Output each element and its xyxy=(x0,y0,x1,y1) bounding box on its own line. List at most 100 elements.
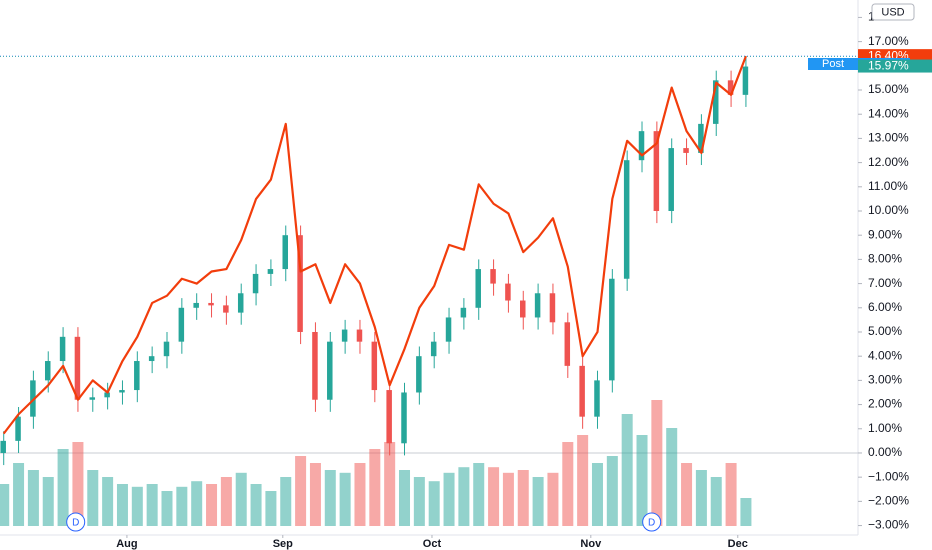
candle-body xyxy=(490,269,496,284)
y-tick-label: 12.00% xyxy=(868,155,909,169)
candle-body xyxy=(505,283,511,301)
candle-body xyxy=(252,273,259,294)
candle-body xyxy=(416,356,422,393)
volume-bar xyxy=(443,472,455,526)
volume-bar xyxy=(488,467,500,526)
volume-bar xyxy=(295,456,307,526)
y-tick-label: 10.00% xyxy=(868,203,909,217)
volume-bar xyxy=(309,463,321,526)
volume-bar xyxy=(116,484,128,526)
comparison-line xyxy=(2,55,747,435)
candle-body xyxy=(698,123,704,153)
y-tick-label: 13.00% xyxy=(868,131,909,145)
dividend-marker xyxy=(642,512,662,532)
candle-body xyxy=(564,322,571,366)
volume-bar xyxy=(102,477,114,526)
candle-body xyxy=(638,131,645,161)
volume-bar xyxy=(740,498,752,526)
volume-bar xyxy=(220,477,232,526)
candle-body xyxy=(30,380,36,417)
volume-bar xyxy=(250,484,262,526)
candle-body xyxy=(178,307,185,342)
volume-bar xyxy=(458,467,470,526)
dividend-marker xyxy=(66,512,86,532)
volume-bar xyxy=(473,463,485,526)
volume-bar xyxy=(87,470,99,526)
candle-body xyxy=(668,148,674,211)
volume-bar xyxy=(399,470,411,526)
volume-bar xyxy=(517,470,529,526)
candle-body xyxy=(430,341,437,357)
volume-bar xyxy=(547,472,559,526)
post-label: Post xyxy=(822,58,844,70)
candle-body xyxy=(594,380,600,417)
currency-label: USD xyxy=(881,6,904,18)
volume-bar xyxy=(191,481,203,526)
volume-bar xyxy=(413,477,425,526)
candle-body xyxy=(683,148,689,153)
candle-body xyxy=(74,336,81,400)
x-tick-label: Dec xyxy=(728,538,748,550)
candle-body xyxy=(223,305,229,313)
volume-bar xyxy=(695,470,707,526)
volume-bar xyxy=(591,463,603,526)
candle-body xyxy=(163,341,170,357)
volume-bar xyxy=(265,491,277,526)
volume-bar xyxy=(235,472,247,526)
y-tick-label: 5.00% xyxy=(868,324,902,338)
y-tick-label: 7.00% xyxy=(868,276,902,290)
volume-bar xyxy=(384,442,396,526)
close-last-tag xyxy=(858,59,932,73)
volume-bar xyxy=(666,428,678,526)
candle-body xyxy=(356,329,363,342)
y-tick-label: 0.00% xyxy=(868,445,902,459)
candle-body xyxy=(15,416,21,441)
y-tick-label: 9.00% xyxy=(868,227,902,241)
volume-bar xyxy=(606,456,618,526)
candle-body xyxy=(119,390,125,393)
volume-bar xyxy=(725,463,737,526)
volume-bar xyxy=(280,477,292,526)
candle-body xyxy=(327,341,333,400)
y-tick-label: 11.00% xyxy=(868,179,908,193)
y-tick-label: 4.00% xyxy=(868,348,902,362)
candle-body xyxy=(44,361,51,381)
candle-body xyxy=(623,160,630,279)
volume-bar xyxy=(13,463,25,526)
volume-bar xyxy=(502,472,514,526)
candle-body xyxy=(549,293,556,323)
candle-body xyxy=(609,278,615,381)
candle-body xyxy=(104,392,110,398)
currency-box xyxy=(871,3,915,21)
y-tick-label: 1.00% xyxy=(868,421,902,435)
volume-bar xyxy=(176,486,188,526)
post-tag xyxy=(808,58,858,70)
candle-body xyxy=(386,390,392,444)
volume-bar xyxy=(57,449,69,526)
candle-body xyxy=(475,269,481,308)
candle-body xyxy=(341,329,348,342)
candle-body xyxy=(267,269,274,274)
volume-bar xyxy=(562,442,574,526)
y-tick-label: −2.00% xyxy=(868,494,909,508)
x-tick-label: Aug xyxy=(116,538,137,550)
volume-bar xyxy=(324,470,336,526)
volume-bar xyxy=(27,470,39,526)
candles xyxy=(0,56,749,466)
candle-body xyxy=(371,341,378,391)
volume-bar xyxy=(206,484,218,526)
volume-bar xyxy=(681,463,693,526)
volume-bar xyxy=(0,484,10,526)
candle-body xyxy=(653,131,660,211)
volume-bar xyxy=(369,449,381,526)
volume-bar xyxy=(42,477,54,526)
volume-pane xyxy=(0,400,752,526)
volume-bar xyxy=(146,484,158,526)
close-last-label: 15.97% xyxy=(868,59,909,73)
candle-body xyxy=(460,307,467,318)
volume-bar xyxy=(651,400,663,526)
candle-body xyxy=(297,235,303,332)
candle-body xyxy=(712,80,719,124)
volume-bar xyxy=(577,435,589,526)
